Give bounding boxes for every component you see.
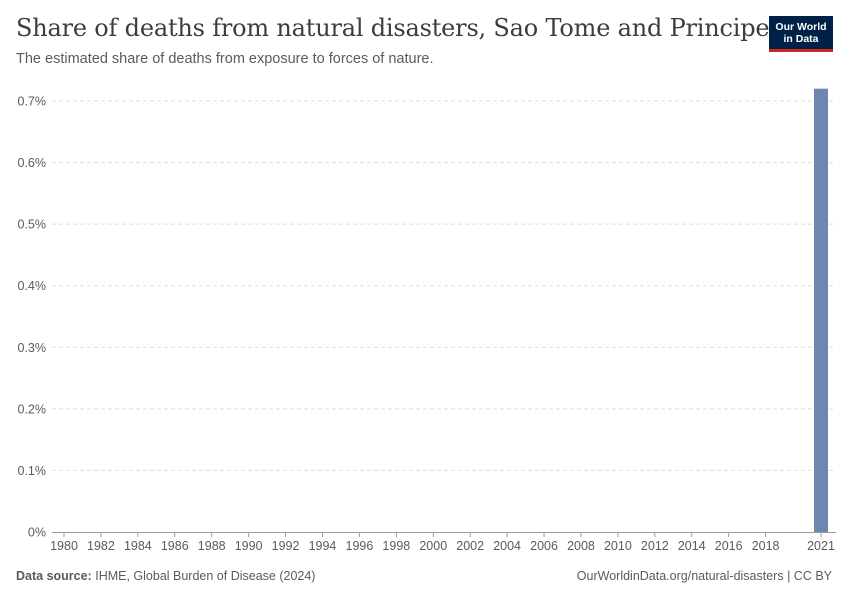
x-tick-label: 2008 bbox=[567, 539, 595, 553]
data-source-text: IHME, Global Burden of Disease (2024) bbox=[95, 569, 316, 583]
x-tick-label: 1986 bbox=[161, 539, 189, 553]
y-tick-label: 0.5% bbox=[18, 218, 47, 232]
chart-subtitle: The estimated share of deaths from expos… bbox=[16, 51, 434, 67]
x-tick-label: 1982 bbox=[87, 539, 115, 553]
x-tick-label: 1998 bbox=[382, 539, 410, 553]
y-tick-label: 0.2% bbox=[18, 402, 47, 416]
x-tick-label: 2006 bbox=[530, 539, 558, 553]
owid-logo[interactable]: Our World in Data bbox=[769, 16, 833, 52]
chart-title: Share of deaths from natural disasters, … bbox=[16, 14, 770, 42]
x-tick-label: 1996 bbox=[346, 539, 374, 553]
data-source-label: Data source: bbox=[16, 569, 92, 583]
x-tick-label: 2021 bbox=[807, 539, 835, 553]
y-tick-label: 0.6% bbox=[18, 156, 47, 170]
y-tick-label: 0.7% bbox=[18, 95, 47, 109]
x-tick-label: 2012 bbox=[641, 539, 669, 553]
y-tick-label: 0.1% bbox=[18, 464, 47, 478]
x-tick-label: 1994 bbox=[309, 539, 337, 553]
logo-line-2: in Data bbox=[783, 33, 819, 45]
x-tick-label: 1984 bbox=[124, 539, 152, 553]
x-tick-label: 1992 bbox=[272, 539, 300, 553]
x-tick-label: 2010 bbox=[604, 539, 632, 553]
x-tick-label: 2000 bbox=[419, 539, 447, 553]
x-tick-label: 2016 bbox=[715, 539, 743, 553]
x-tick-label: 2002 bbox=[456, 539, 484, 553]
x-tick-label: 1990 bbox=[235, 539, 263, 553]
x-tick-label: 2018 bbox=[752, 539, 780, 553]
x-tick-label: 1988 bbox=[198, 539, 226, 553]
data-source: Data source: IHME, Global Burden of Dise… bbox=[16, 569, 315, 583]
x-tick-label: 2004 bbox=[493, 539, 521, 553]
logo-line-1: Our World bbox=[775, 21, 827, 33]
y-tick-label: 0.3% bbox=[18, 341, 47, 355]
bar-2021 bbox=[814, 88, 828, 532]
x-tick-label: 2014 bbox=[678, 539, 706, 553]
source-url-link[interactable]: OurWorldinData.org/natural-disasters | C… bbox=[576, 569, 832, 583]
x-tick-label: 1980 bbox=[50, 539, 78, 553]
y-tick-label: 0% bbox=[28, 526, 46, 540]
y-tick-label: 0.4% bbox=[18, 279, 47, 293]
